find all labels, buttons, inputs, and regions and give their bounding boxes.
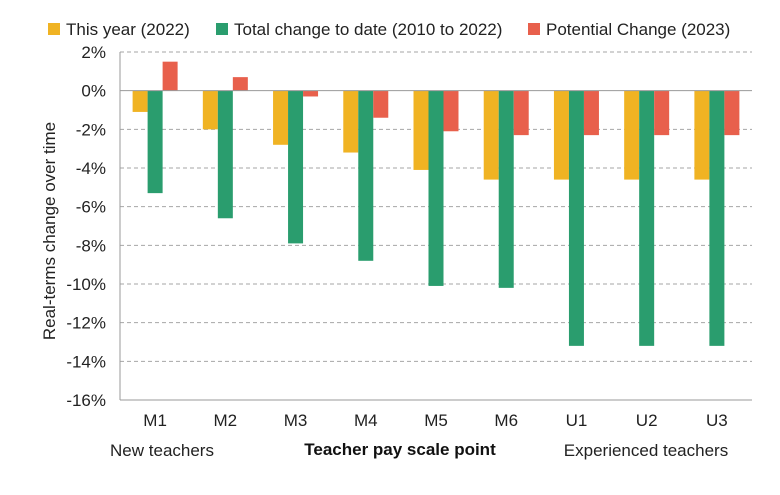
x-tick-label-m5: M5 bbox=[424, 411, 448, 430]
legend-swatch-2 bbox=[528, 23, 540, 35]
y-tick-label: -6% bbox=[76, 198, 106, 217]
bar-m6-series-0 bbox=[483, 90, 499, 180]
legend: This year (2022) Total change to date (20… bbox=[48, 20, 730, 39]
bar-m3-series-2 bbox=[303, 90, 319, 97]
bar-m2-series-2 bbox=[232, 77, 248, 91]
x-axis-title: Teacher pay scale point bbox=[304, 440, 496, 459]
bar-m5-series-2 bbox=[443, 90, 459, 132]
y-tick-label: -12% bbox=[66, 314, 106, 333]
bar-u1-series-0 bbox=[553, 90, 569, 180]
bar-m2-series-0 bbox=[202, 90, 218, 130]
legend-label-0: This year (2022) bbox=[66, 20, 190, 39]
bar-u2-series-0 bbox=[624, 90, 640, 180]
legend-swatch-1 bbox=[216, 23, 228, 35]
bar-u1-series-1 bbox=[568, 90, 584, 346]
x-axis-ticks: M1 M2 M3 M4 M5 M6 U1 U2 U3 bbox=[143, 411, 727, 430]
y-tick-label: 0% bbox=[81, 82, 106, 101]
x-tick-label-m6: M6 bbox=[494, 411, 518, 430]
bar-m6-series-1 bbox=[498, 90, 514, 288]
axes bbox=[119, 52, 752, 401]
bars bbox=[132, 61, 740, 346]
y-tick-label: 2% bbox=[81, 43, 106, 62]
bar-m5-series-0 bbox=[413, 90, 429, 170]
legend-label-1: Total change to date (2010 to 2022) bbox=[234, 20, 502, 39]
x-tick-label-m3: M3 bbox=[284, 411, 308, 430]
bar-u3-series-0 bbox=[694, 90, 710, 180]
bar-m3-series-1 bbox=[288, 90, 304, 244]
x-tick-label-u3: U3 bbox=[706, 411, 728, 430]
x-tick-label-m1: M1 bbox=[143, 411, 167, 430]
bar-u3-series-2 bbox=[724, 90, 740, 136]
y-tick-label: -8% bbox=[76, 236, 106, 255]
bar-m2-series-1 bbox=[217, 90, 233, 219]
group-label-experienced-teachers: Experienced teachers bbox=[564, 441, 728, 460]
y-tick-label: -10% bbox=[66, 275, 106, 294]
bar-u2-series-1 bbox=[639, 90, 655, 346]
y-axis-title: Real-terms change over time bbox=[40, 122, 59, 340]
bar-u2-series-2 bbox=[654, 90, 670, 136]
x-tick-label-m4: M4 bbox=[354, 411, 378, 430]
legend-swatch-0 bbox=[48, 23, 60, 35]
y-tick-label: -14% bbox=[66, 352, 106, 371]
bar-m1-series-0 bbox=[132, 90, 148, 112]
bar-u1-series-2 bbox=[583, 90, 599, 136]
x-tick-label-u1: U1 bbox=[566, 411, 588, 430]
group-label-new-teachers: New teachers bbox=[110, 441, 214, 460]
x-tick-label-u2: U2 bbox=[636, 411, 658, 430]
bar-u3-series-1 bbox=[709, 90, 725, 346]
y-tick-label: -4% bbox=[76, 159, 106, 178]
bar-m6-series-2 bbox=[513, 90, 529, 136]
bar-m4-series-1 bbox=[358, 90, 374, 261]
y-tick-label: -16% bbox=[66, 391, 106, 410]
x-tick-label-m2: M2 bbox=[214, 411, 238, 430]
bar-m1-series-1 bbox=[147, 90, 163, 194]
bar-m4-series-2 bbox=[373, 90, 389, 118]
bar-m3-series-0 bbox=[273, 90, 289, 145]
bar-m4-series-0 bbox=[343, 90, 359, 153]
bar-m5-series-1 bbox=[428, 90, 444, 286]
y-axis-ticks: 2% 0% -2% -4% -6% -8% -10% -12% -14% -16% bbox=[66, 43, 106, 410]
legend-label-2: Potential Change (2023) bbox=[546, 20, 730, 39]
bar-m1-series-2 bbox=[162, 61, 178, 91]
y-tick-label: -2% bbox=[76, 120, 106, 139]
